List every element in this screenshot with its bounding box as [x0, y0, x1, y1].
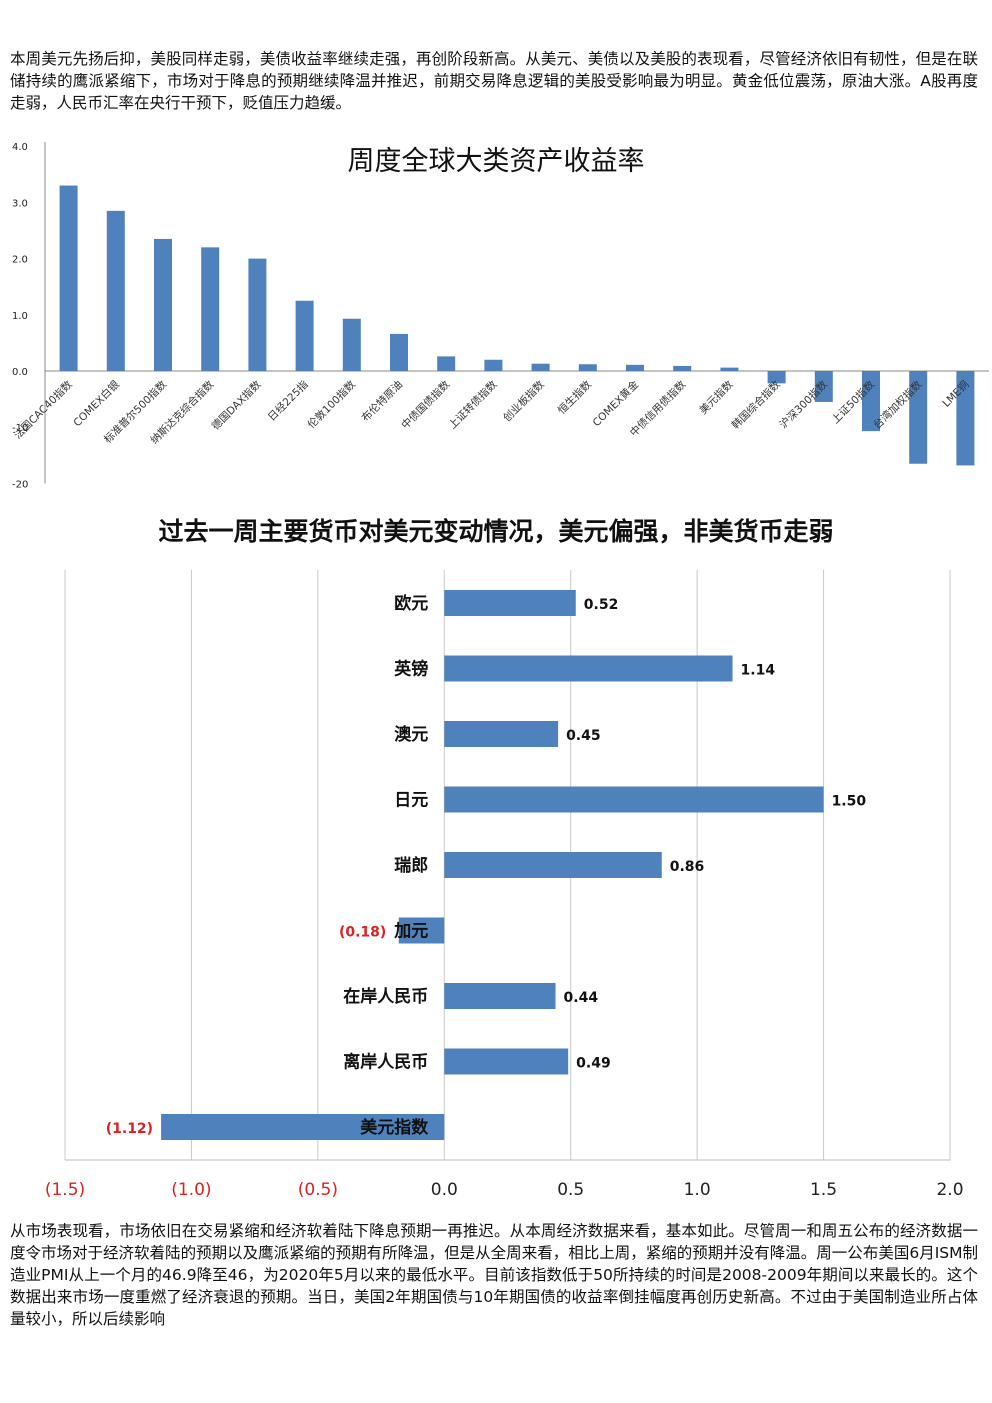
category-label: 创业板指数	[500, 378, 547, 425]
category-label: 日元	[394, 791, 428, 811]
bar-6	[444, 983, 556, 1009]
category-label: 离岸人民币	[343, 1052, 428, 1073]
bar-12	[626, 364, 644, 371]
x-tick-label: 1.0	[684, 1180, 711, 1200]
bar-10	[531, 363, 550, 371]
bar-2	[444, 721, 559, 747]
category-label: 美元指数	[360, 1117, 429, 1138]
bar-1	[106, 210, 125, 371]
bar-14	[720, 367, 739, 371]
x-tick-label: (1.0)	[171, 1180, 211, 1200]
bar-4	[444, 852, 662, 878]
x-tick-label: (0.5)	[298, 1180, 338, 1200]
bar-7	[444, 1048, 569, 1075]
y-tick-label: 2.0	[12, 255, 28, 266]
category-label: 恒生指数	[555, 378, 594, 417]
bar-6	[342, 318, 361, 371]
category-label: 美元指数	[697, 378, 736, 417]
value-label: (0.18)	[339, 925, 386, 941]
y-tick-label: 4.0	[12, 142, 28, 153]
bar-3	[444, 786, 824, 813]
bar-13	[673, 365, 692, 371]
y-tick-label: 0.0	[12, 367, 28, 378]
category-label: COMEX黄金	[590, 378, 642, 430]
value-label: 0.45	[566, 728, 601, 744]
value-label: (1.12)	[106, 1121, 153, 1137]
category-label: 瑞郎	[394, 855, 428, 876]
bar-0	[59, 185, 78, 371]
category-label: 布伦特原油	[359, 378, 405, 424]
asset-returns-chart: 周度全球大类资产收益率 4.0 3.0 2.0 1.0 0.0 -10 -20 法国CAC40指…	[0, 140, 992, 499]
currency-change-chart: 过去一周主要货币对美元变动情况，美元偏强，非美货币走弱 (1.5) (1.0) (0.…	[0, 505, 992, 1209]
category-label: 中债国债指数	[399, 378, 453, 432]
bar-16	[814, 371, 833, 402]
currency-change-chart-svg: 过去一周主要货币对美元变动情况，美元偏强，非美货币走弱 (1.5) (1.0) (0.…	[45, 517, 964, 1200]
category-label: 加元	[393, 922, 428, 942]
y-tick-label: -10	[12, 423, 28, 434]
bar-17	[862, 371, 880, 432]
value-label: 1.14	[741, 663, 776, 679]
category-label: 法国CAC40指数	[11, 378, 75, 442]
bar-18	[909, 371, 928, 464]
category-label: 韩国综合指数	[729, 378, 783, 432]
category-label: 沪深300指数	[777, 378, 830, 431]
bar-5	[295, 300, 314, 371]
bar-15	[767, 371, 786, 384]
category-label: 伦敦100指数	[305, 378, 358, 431]
chart-title: 周度全球大类资产收益率	[348, 146, 645, 177]
value-label: 0.49	[576, 1056, 611, 1072]
value-label: 0.86	[670, 859, 705, 875]
x-tick-label: 0.0	[431, 1180, 458, 1200]
category-label: 德国DAX指数	[209, 378, 264, 433]
x-tick-label: (1.5)	[45, 1180, 85, 1200]
category-label: 上证转债指数	[446, 378, 500, 432]
category-label: COMEX白银	[71, 378, 123, 430]
bar-7	[390, 333, 408, 371]
chart-title: 过去一周主要货币对美元变动情况，美元偏强，非美货币走弱	[158, 517, 833, 546]
y-tick-label: 1.0	[12, 311, 28, 322]
asset-returns-chart-svg: 周度全球大类资产收益率 4.0 3.0 2.0 1.0 0.0 -10 -20 法国CAC40指…	[11, 142, 989, 490]
x-tick-label: 2.0	[936, 1180, 963, 1200]
category-label: 英镑	[394, 659, 428, 680]
bar-3	[201, 247, 220, 371]
x-tick-label: 0.5	[557, 1180, 584, 1200]
bar-19	[956, 371, 975, 466]
bar-0	[444, 590, 576, 616]
value-label: 1.50	[832, 794, 867, 810]
bar-9	[484, 359, 503, 371]
bar-8	[437, 356, 456, 371]
category-label: 澳元	[394, 724, 428, 745]
bar-11	[578, 364, 597, 371]
outro-paragraph: 从市场表现看，市场依旧在交易紧缩和经济软着陆下降息预期一再推迟。从本周经济数据来…	[10, 1222, 978, 1328]
y-tick-label: -20	[12, 479, 28, 490]
value-label: 0.52	[584, 597, 619, 613]
intro-paragraph: 本周美元先扬后抑，美股同样走弱，美债收益率继续走强，再创阶段新高。从美元、美债以…	[10, 50, 978, 112]
bar-1	[444, 655, 733, 682]
x-tick-label: 1.5	[810, 1180, 837, 1200]
bar-4	[248, 258, 267, 371]
bar-2	[154, 238, 172, 371]
category-label: 日经225指	[265, 378, 311, 424]
value-label: 0.44	[564, 990, 599, 1006]
category-label: 欧元	[394, 593, 428, 614]
bar-5	[398, 917, 445, 944]
y-tick-label: 3.0	[12, 198, 28, 209]
bar-8	[161, 1114, 445, 1140]
category-label: 在岸人民币	[343, 986, 428, 1007]
